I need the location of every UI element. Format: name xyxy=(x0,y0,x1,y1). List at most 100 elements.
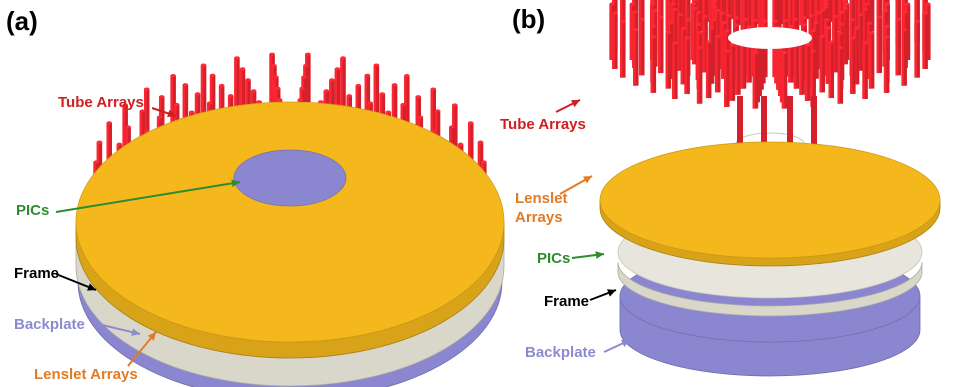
panel-b-tube xyxy=(884,2,890,6)
panel-b-tube xyxy=(781,52,785,109)
panel-a-lenslet-disk xyxy=(75,101,505,343)
panel-b-tube xyxy=(895,19,901,76)
panel-b-tube xyxy=(672,9,675,66)
panel-b-tube xyxy=(676,13,683,17)
panel-b-tube xyxy=(828,42,835,99)
panel-b-frame-arrow-head xyxy=(607,289,616,297)
panel-b-tube xyxy=(721,22,724,79)
panel-b-tube xyxy=(799,38,802,95)
panel-a-tube xyxy=(234,57,240,106)
panel-b-tube xyxy=(712,0,718,3)
panel-a-tube xyxy=(273,76,276,125)
panel-a-tube xyxy=(452,103,458,107)
panel-b-backplate-arrow xyxy=(603,339,631,353)
panel-a-tube xyxy=(269,54,272,103)
panel-a-tube xyxy=(218,83,225,88)
panel-b-tube xyxy=(684,18,691,22)
panel-b-tube xyxy=(650,24,656,28)
panel-a-tube xyxy=(96,140,103,144)
panel-b-tube xyxy=(801,23,807,27)
panel-b-tube xyxy=(864,2,870,6)
panel-b-tube xyxy=(838,10,845,15)
panel-b-tube xyxy=(788,0,794,38)
panel-a-tube xyxy=(239,68,246,117)
panel-b-lenslet-arrow-head xyxy=(583,176,592,184)
panel-b-tube xyxy=(782,18,789,23)
panel-a-tube xyxy=(96,142,103,191)
panel-b-tube xyxy=(828,42,832,99)
panel-a-tube xyxy=(139,111,143,160)
panel-a-center-hole xyxy=(233,149,347,207)
panel-b-tube xyxy=(721,21,727,25)
panel-a-tube xyxy=(245,79,251,128)
panel-b-tube xyxy=(804,43,811,47)
panel-b-tube xyxy=(760,0,763,37)
panel-a-tube xyxy=(276,98,283,102)
panel-b-tube xyxy=(866,0,873,41)
panel-a-tube xyxy=(334,67,341,71)
panel-b-tube xyxy=(853,28,860,85)
panel-b-tube xyxy=(705,0,712,22)
panel-b-tube xyxy=(676,14,683,71)
panel-b-tube xyxy=(752,52,756,109)
panel-b-tube xyxy=(735,38,741,95)
panel-a-tube xyxy=(182,83,189,87)
panel-a-lenslet-arrow-head xyxy=(147,332,156,341)
panel-b-tube xyxy=(740,32,747,89)
panel-a-tube xyxy=(200,65,207,114)
panel-b-tube xyxy=(842,8,848,65)
panel-b-tube xyxy=(639,19,642,76)
panel-b-tube xyxy=(849,18,856,22)
panel-b-tube xyxy=(724,50,727,107)
panel-a-tube xyxy=(373,65,380,114)
panel-b-tube xyxy=(914,20,920,24)
panel-a-tube xyxy=(182,84,186,133)
panel-b-tube xyxy=(828,40,835,44)
panel-b-tube xyxy=(676,14,680,71)
panel-a-tube xyxy=(269,52,275,56)
panel-a-tube xyxy=(355,83,362,88)
panel-b-tube xyxy=(696,47,700,104)
panel-b-tube xyxy=(772,21,775,78)
panel-b-tube xyxy=(819,8,826,12)
panel-b-tube xyxy=(862,7,868,12)
panel-b-tube xyxy=(715,34,721,38)
panel-b-tube xyxy=(813,21,819,25)
panel-a-tube xyxy=(143,87,150,91)
panel-a-tube xyxy=(156,115,163,119)
panel-a-tube xyxy=(329,79,335,128)
panel-b-tube xyxy=(629,2,636,6)
panel-b-tube xyxy=(781,51,788,55)
panel-b-tube xyxy=(857,14,864,71)
panel-b-tube xyxy=(650,35,657,39)
panel-a-backplate-label: Backplate xyxy=(14,316,85,333)
panel-b-tube xyxy=(752,52,759,109)
panel-a-tube xyxy=(271,63,277,68)
panel-b-tube xyxy=(866,21,873,25)
panel-b-tube-arrays-label: Tube Arrays xyxy=(500,116,586,133)
panel-b-tube xyxy=(825,27,832,84)
panel-b-tube-long xyxy=(811,96,817,146)
panel-b-lenslet-disk xyxy=(599,141,941,259)
panel-a-tube xyxy=(273,75,279,79)
panel-b-tube xyxy=(883,35,890,39)
panel-b-tube xyxy=(808,13,815,18)
panel-b-tube xyxy=(776,33,779,90)
panel-b-tube-arrays xyxy=(609,0,931,109)
panel-b-tube xyxy=(670,2,676,6)
panel-b-tube xyxy=(672,7,678,12)
panel-b-tube xyxy=(788,25,794,29)
panel-b-tube xyxy=(857,13,864,17)
panel-a-tube xyxy=(477,140,484,144)
panel-b-tube xyxy=(868,31,875,35)
panel-b-tube xyxy=(850,37,853,94)
panel-b-tube xyxy=(788,26,794,83)
panel-b-tube xyxy=(609,4,612,60)
panel-b-backplate-label: Backplate xyxy=(525,344,596,361)
panel-a-tube xyxy=(404,73,410,78)
panel-b-tube xyxy=(710,18,717,22)
panel-b-tube xyxy=(708,0,712,37)
panel-b-tube xyxy=(639,17,645,21)
panel-b-tube xyxy=(779,46,783,103)
